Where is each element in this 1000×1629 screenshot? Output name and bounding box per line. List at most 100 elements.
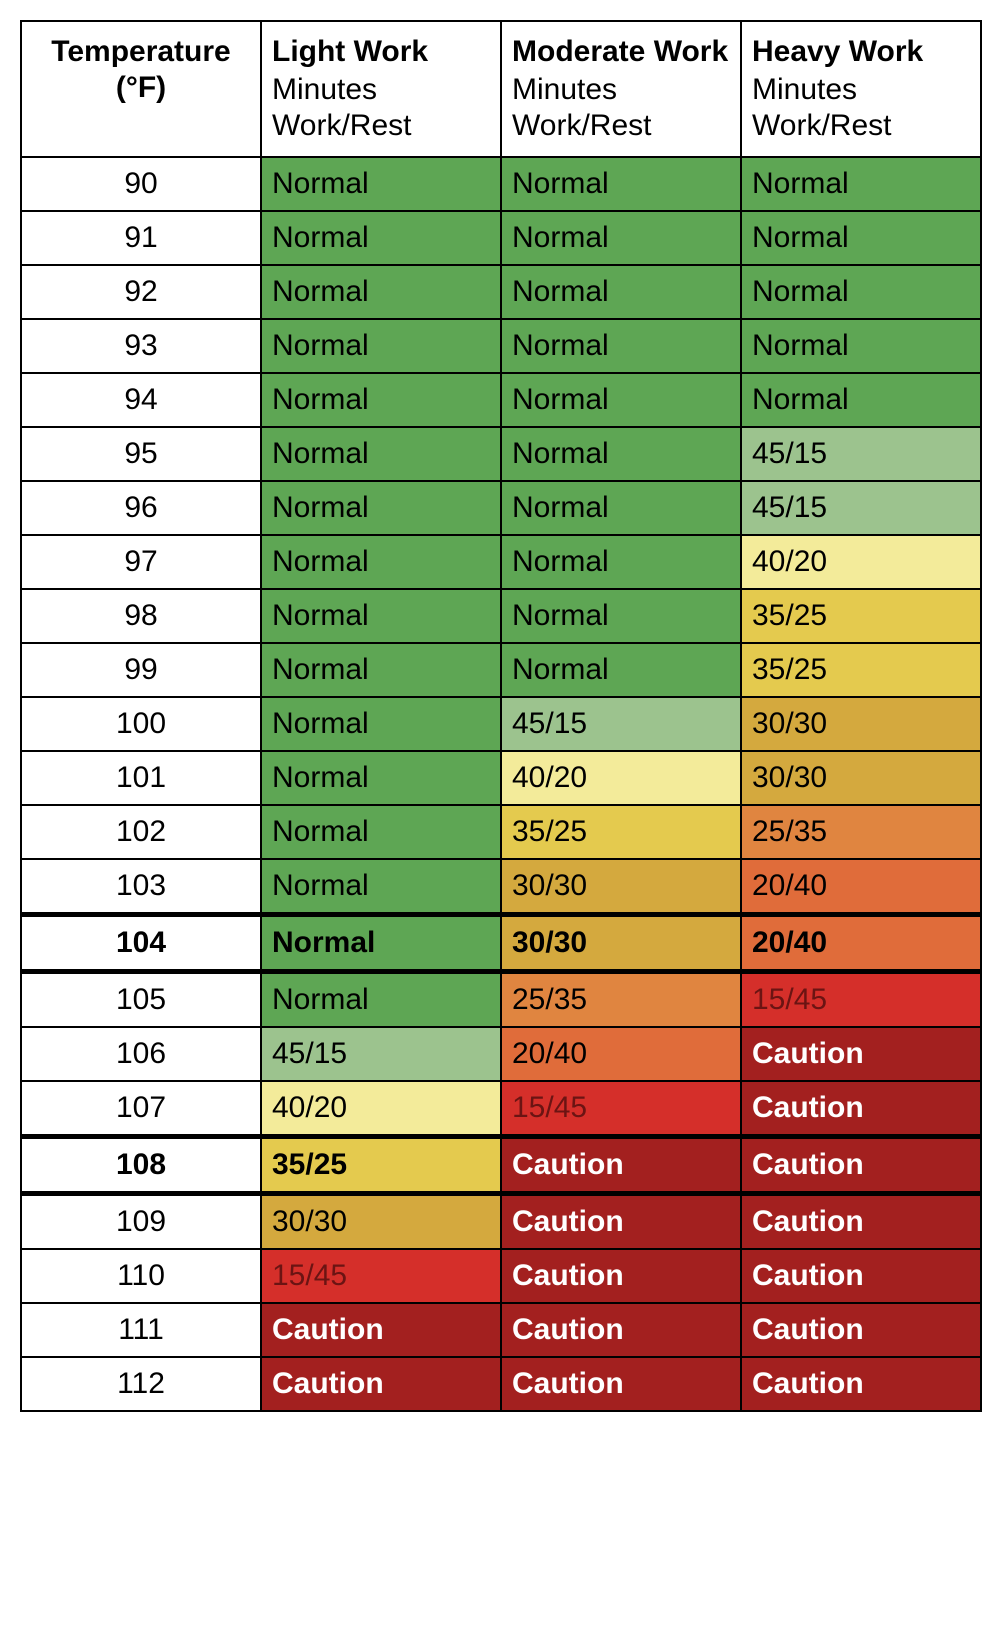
table-row: 91NormalNormalNormal [21,211,981,265]
heavy-cell: 15/45 [741,972,981,1028]
temp-cell: 110 [21,1249,261,1303]
table-row: 100Normal45/1530/30 [21,697,981,751]
moderate-cell: Normal [501,589,741,643]
col-header-light: Light Work Minutes Work/Rest [261,21,501,157]
table-row: 10740/2015/45Caution [21,1081,981,1137]
table-row: 111CautionCautionCaution [21,1303,981,1357]
heavy-cell: 45/15 [741,427,981,481]
col-header-bold: Moderate Work [512,34,730,70]
table-row: 96NormalNormal45/15 [21,481,981,535]
temp-cell: 93 [21,319,261,373]
light-cell: 40/20 [261,1081,501,1137]
table-row: 90NormalNormalNormal [21,157,981,211]
temp-cell: 97 [21,535,261,589]
light-cell: Caution [261,1303,501,1357]
heat-work-rest-table: Temperature (°F) Light Work Minutes Work… [20,20,982,1412]
col-header-bold: Heavy Work [752,34,970,70]
heavy-cell: Caution [741,1357,981,1411]
moderate-cell: 45/15 [501,697,741,751]
table-row: 95NormalNormal45/15 [21,427,981,481]
heavy-cell: 25/35 [741,805,981,859]
moderate-cell: Normal [501,535,741,589]
temp-cell: 96 [21,481,261,535]
moderate-cell: Normal [501,481,741,535]
temp-cell: 111 [21,1303,261,1357]
moderate-cell: Caution [501,1357,741,1411]
temp-cell: 91 [21,211,261,265]
table-row: 98NormalNormal35/25 [21,589,981,643]
table-row: 112CautionCautionCaution [21,1357,981,1411]
moderate-cell: Normal [501,265,741,319]
moderate-cell: Normal [501,373,741,427]
table-row: 105Normal25/3515/45 [21,972,981,1028]
col-header-bold: Temperature (°F) [32,34,250,106]
moderate-cell: Caution [501,1137,741,1194]
moderate-cell: Normal [501,157,741,211]
temp-cell: 108 [21,1137,261,1194]
heavy-cell: 35/25 [741,589,981,643]
heavy-cell: 20/40 [741,859,981,915]
col-header-bold: Light Work [272,34,490,70]
table-row: 102Normal35/2525/35 [21,805,981,859]
temp-cell: 90 [21,157,261,211]
heavy-cell: Caution [741,1249,981,1303]
light-cell: Normal [261,481,501,535]
heavy-cell: Normal [741,211,981,265]
heavy-cell: Caution [741,1081,981,1137]
temp-cell: 99 [21,643,261,697]
light-cell: Normal [261,211,501,265]
temp-cell: 105 [21,972,261,1028]
light-cell: 35/25 [261,1137,501,1194]
moderate-cell: 15/45 [501,1081,741,1137]
temp-cell: 107 [21,1081,261,1137]
moderate-cell: 20/40 [501,1027,741,1081]
light-cell: Normal [261,319,501,373]
heavy-cell: Normal [741,373,981,427]
heavy-cell: 35/25 [741,643,981,697]
moderate-cell: Caution [501,1249,741,1303]
light-cell: Normal [261,805,501,859]
heavy-cell: 45/15 [741,481,981,535]
light-cell: Caution [261,1357,501,1411]
light-cell: Normal [261,157,501,211]
col-header-moderate: Moderate Work Minutes Work/Rest [501,21,741,157]
light-cell: Normal [261,915,501,972]
light-cell: Normal [261,589,501,643]
moderate-cell: Normal [501,319,741,373]
moderate-cell: 40/20 [501,751,741,805]
temp-cell: 112 [21,1357,261,1411]
temp-cell: 95 [21,427,261,481]
heavy-cell: Caution [741,1137,981,1194]
temp-cell: 109 [21,1194,261,1250]
table-row: 10645/1520/40Caution [21,1027,981,1081]
table-header: Temperature (°F) Light Work Minutes Work… [21,21,981,157]
light-cell: Normal [261,643,501,697]
heavy-cell: 20/40 [741,915,981,972]
heavy-cell: Caution [741,1303,981,1357]
heavy-cell: Caution [741,1194,981,1250]
heavy-cell: 30/30 [741,697,981,751]
temp-cell: 102 [21,805,261,859]
moderate-cell: Normal [501,643,741,697]
temp-cell: 103 [21,859,261,915]
heavy-cell: 30/30 [741,751,981,805]
light-cell: Normal [261,972,501,1028]
moderate-cell: Normal [501,427,741,481]
temp-cell: 100 [21,697,261,751]
table-row: 104Normal30/3020/40 [21,915,981,972]
heavy-cell: Normal [741,265,981,319]
moderate-cell: 35/25 [501,805,741,859]
table-row: 11015/45CautionCaution [21,1249,981,1303]
table-body: 90NormalNormalNormal91NormalNormalNormal… [21,157,981,1411]
table-row: 97NormalNormal40/20 [21,535,981,589]
table-row: 93NormalNormalNormal [21,319,981,373]
light-cell: Normal [261,751,501,805]
table-row: 92NormalNormalNormal [21,265,981,319]
light-cell: Normal [261,265,501,319]
light-cell: Normal [261,697,501,751]
moderate-cell: 30/30 [501,915,741,972]
temp-cell: 92 [21,265,261,319]
light-cell: 45/15 [261,1027,501,1081]
moderate-cell: Caution [501,1303,741,1357]
moderate-cell: Caution [501,1194,741,1250]
